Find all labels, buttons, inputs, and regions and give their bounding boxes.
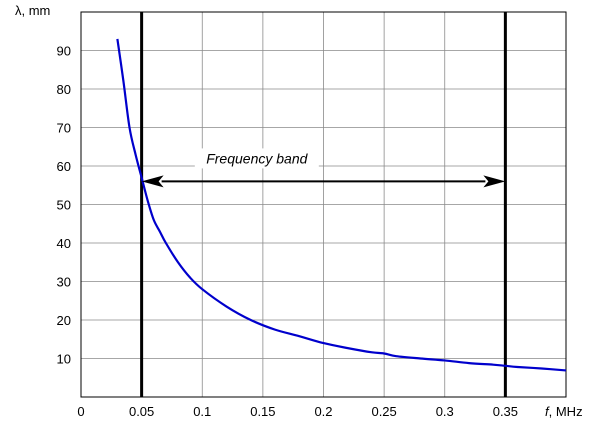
y-tick-label: 60 xyxy=(57,159,71,174)
band-arrow-left-head xyxy=(141,175,164,188)
y-tick-labels: 10 20 30 40 50 60 70 80 90 xyxy=(57,44,71,367)
series-line xyxy=(116,38,567,372)
x-tick-label: 0.2 xyxy=(314,404,332,419)
y-tick-label: 20 xyxy=(57,313,71,328)
y-tick-label: 90 xyxy=(57,44,71,59)
band-label: Frequency band xyxy=(206,150,308,166)
y-axis-label: λ, mm xyxy=(15,3,50,18)
x-axis-label: f, MHz xyxy=(545,404,583,419)
x-tick-label: 0 xyxy=(77,404,84,419)
x-tick-label: 0.35 xyxy=(493,404,518,419)
y-tick-label: 40 xyxy=(57,236,71,251)
y-tick-label: 30 xyxy=(57,275,71,290)
x-tick-label: 0.15 xyxy=(250,404,275,419)
x-tick-label: 0.3 xyxy=(436,404,454,419)
band-boundary-lines xyxy=(140,12,507,397)
x-tick-label: 0.1 xyxy=(193,404,211,419)
y-tick-label: 10 xyxy=(57,352,71,367)
y-tick-label: 50 xyxy=(57,198,71,213)
x-tick-label: 0.05 xyxy=(129,404,154,419)
x-axis-unit: , MHz xyxy=(549,404,583,419)
grid xyxy=(81,12,566,397)
band-arrow-right-head xyxy=(483,175,506,188)
plot-frame xyxy=(80,11,567,398)
x-tick-label: 0.25 xyxy=(371,404,396,419)
y-tick-label: 70 xyxy=(57,121,71,136)
band-label-background xyxy=(194,148,319,169)
x-tick-labels: 0 0.05 0.1 0.15 0.2 0.25 0.3 0.35 xyxy=(77,404,518,419)
x-axis-variable: f xyxy=(545,404,550,419)
frequency-band-annotation: Frequency band xyxy=(141,148,506,188)
y-tick-label: 80 xyxy=(57,82,71,97)
